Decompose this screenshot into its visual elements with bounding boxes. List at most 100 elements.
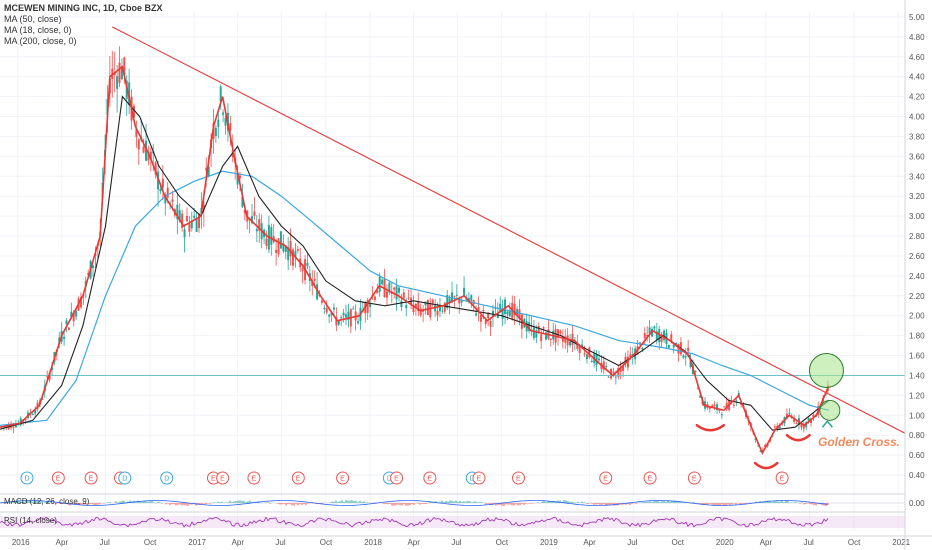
- candle-body: [214, 127, 217, 137]
- candle-body: [535, 330, 538, 338]
- candle-body: [761, 449, 764, 452]
- y-tick-label: 2.00: [909, 312, 925, 321]
- candle-body: [489, 321, 492, 327]
- candle-body: [629, 354, 632, 358]
- macd-axis-label: 0.00: [909, 499, 925, 508]
- candle-body: [198, 214, 201, 228]
- candle-body: [171, 199, 174, 202]
- event-label: E: [692, 476, 697, 483]
- candle-body: [718, 409, 721, 411]
- candle-body: [720, 414, 723, 416]
- x-tick-label: Apr: [56, 538, 69, 547]
- candle-body: [537, 326, 540, 333]
- candle-body: [222, 112, 225, 115]
- candle-body: [441, 310, 444, 312]
- event-marker: [216, 471, 230, 485]
- candle-body: [398, 287, 401, 293]
- candle-body: [624, 356, 627, 362]
- x-tick-label: Jul: [100, 538, 110, 547]
- candle-body: [494, 307, 497, 309]
- event-marker: [118, 471, 132, 485]
- candle-body: [388, 282, 391, 293]
- event-marker: [687, 471, 701, 485]
- support-arc: [695, 424, 726, 432]
- candle-body: [12, 427, 15, 429]
- event-label: E: [211, 476, 216, 483]
- candle-body: [87, 272, 90, 275]
- candle-body: [407, 297, 410, 299]
- candle-body: [638, 342, 641, 344]
- candle-body: [663, 330, 666, 341]
- x-tick-label: Oct: [672, 538, 685, 547]
- candle-body: [72, 313, 75, 322]
- candle-body: [412, 304, 415, 313]
- candle-body: [251, 216, 254, 224]
- y-tick-label: 3.40: [909, 172, 925, 181]
- candle-body: [716, 404, 719, 410]
- candle-body: [282, 243, 285, 252]
- y-tick-label: 3.20: [909, 192, 925, 201]
- candle-body: [641, 348, 644, 350]
- earnings-events: DEEEDDEEEEEDEEDEEEEEE: [20, 471, 789, 485]
- candle-body: [682, 355, 685, 358]
- x-tick-label: 2016: [12, 538, 30, 547]
- candle-body: [193, 215, 196, 218]
- symbol-title: MCEWEN MINING INC, 1D, Cboe BZX: [4, 3, 163, 13]
- event-label: D: [164, 476, 169, 483]
- event-label: E: [648, 476, 653, 483]
- candle-body: [320, 300, 323, 303]
- event-marker: [84, 471, 98, 485]
- candle-body: [559, 330, 562, 334]
- candle-body: [740, 403, 743, 405]
- candle-body: [785, 413, 788, 419]
- candle-body: [436, 311, 439, 316]
- candle-body: [154, 162, 157, 175]
- candle-body: [176, 204, 179, 220]
- candle-body: [46, 375, 49, 377]
- candle-body: [301, 267, 304, 271]
- candle-body: [605, 366, 608, 368]
- candle-body: [137, 139, 140, 150]
- candle-body: [544, 332, 547, 340]
- y-tick-label: 2.60: [909, 252, 925, 261]
- legend-ma50: MA (50, close): [4, 14, 62, 24]
- macd-line: [0, 500, 829, 506]
- candle-body: [270, 227, 273, 245]
- candle-body: [699, 395, 702, 398]
- candle-body: [807, 418, 810, 421]
- candle-body: [812, 414, 815, 417]
- candle-body: [219, 86, 222, 102]
- candle-body: [431, 299, 434, 304]
- candle-body: [183, 229, 186, 238]
- candle-body: [499, 303, 502, 313]
- candle-body: [287, 247, 290, 261]
- candle-body: [646, 335, 649, 337]
- candle-body: [583, 353, 586, 355]
- candle-body: [542, 326, 545, 329]
- candle-body: [653, 326, 656, 329]
- x-tick-label: Apr: [407, 538, 420, 547]
- event-marker: [247, 471, 261, 485]
- candle-body: [275, 249, 278, 253]
- candle-body: [24, 419, 27, 421]
- grid: [0, 12, 905, 530]
- support-arc: [785, 433, 811, 442]
- candle-body: [202, 205, 205, 210]
- x-tick-label: Apr: [760, 538, 773, 547]
- candle-body: [438, 305, 441, 312]
- candle-body: [549, 338, 552, 340]
- event-marker: [20, 471, 34, 485]
- candle-body: [658, 329, 661, 343]
- candle-body: [463, 287, 466, 296]
- candle-body: [788, 412, 791, 414]
- candle-body: [316, 284, 319, 300]
- legend-ma18: MA (18, close, 0): [4, 25, 72, 35]
- candle-body: [684, 356, 687, 358]
- candle-body: [578, 345, 581, 353]
- candle-body: [241, 196, 244, 207]
- candle-body: [467, 297, 470, 302]
- event-marker: [423, 471, 437, 485]
- x-tick-label: Oct: [496, 538, 509, 547]
- candle-body: [419, 308, 422, 316]
